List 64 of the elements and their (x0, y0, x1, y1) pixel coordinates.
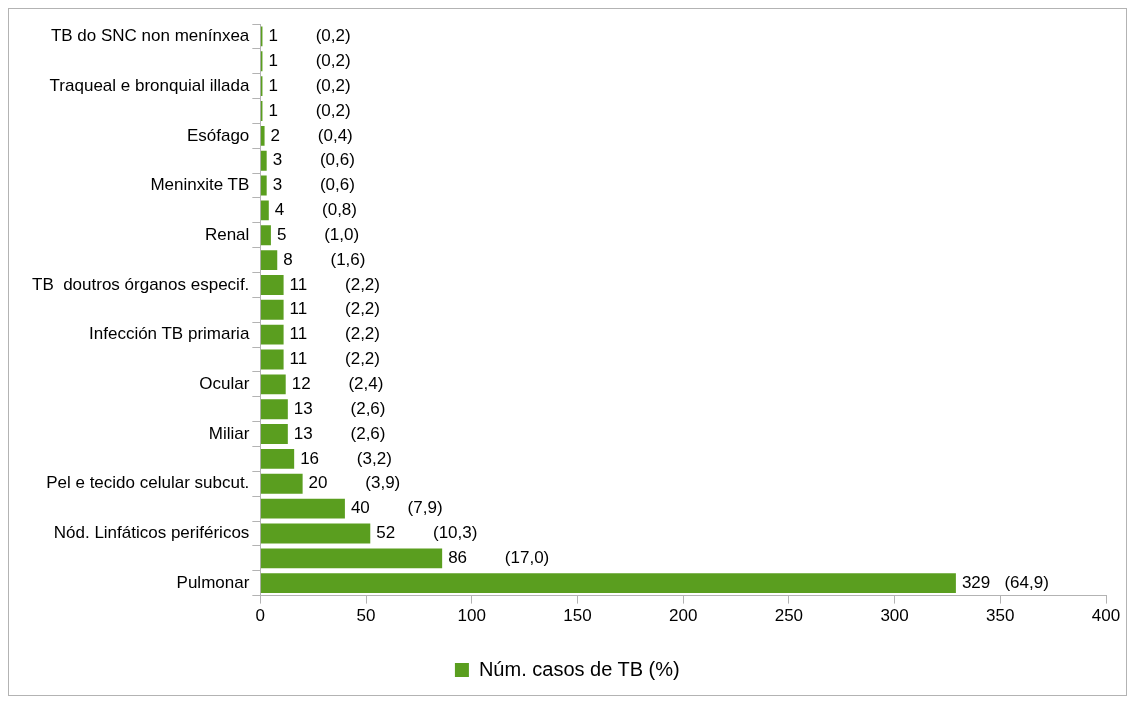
x-tick-label: 400 (1091, 606, 1121, 626)
data-label: 329 (64,9) (961, 572, 1049, 592)
bar (260, 175, 267, 196)
y-tick-label: Renal (204, 224, 250, 244)
y-tick-label: Ocular (199, 374, 250, 394)
y-tick-label: Miliar (208, 423, 250, 443)
data-label: 3 (0,6) (272, 150, 355, 170)
x-tick-label: 250 (774, 606, 804, 626)
data-label: 1 (0,2) (268, 50, 351, 70)
y-tick-label: Pulmonar (176, 572, 250, 592)
bar (260, 225, 271, 246)
data-label: 13 (2,6) (293, 423, 386, 443)
data-label: 11 (2,2) (289, 349, 380, 369)
bar (260, 523, 371, 544)
data-label: 40 (7,9) (350, 498, 443, 518)
legend-label: Núm. casos de TB (%) (478, 657, 680, 680)
y-tick-label: Infección TB primaria (89, 324, 250, 344)
data-label: 5 (1,0) (276, 224, 360, 244)
x-tick-label: 350 (986, 606, 1015, 626)
y-tick-label: TB doutros órganos especif. (32, 274, 250, 294)
data-label: 20 (3,9) (308, 473, 401, 493)
x-tick-label: 100 (457, 606, 486, 626)
bar (260, 399, 288, 420)
data-label: 52 (10,3) (376, 523, 478, 543)
data-label: 8 (1,6) (283, 249, 366, 269)
y-tick-label: Meninxite TB (150, 175, 250, 195)
data-label: 11 (2,2) (289, 274, 380, 294)
data-label: 13 (2,6) (293, 398, 386, 418)
data-label: 4 (0,8) (274, 200, 357, 220)
bar (260, 349, 284, 370)
data-label: 11 (2,2) (289, 324, 380, 344)
data-label: 2 (0,4) (270, 125, 353, 145)
bar (260, 498, 345, 519)
bar (260, 299, 284, 320)
bar (260, 250, 278, 271)
data-label: 1 (0,2) (268, 26, 351, 46)
data-label: 11 (2,2) (289, 299, 380, 319)
data-label: 86 (17,0) (448, 548, 550, 568)
y-tick-label: Esófago (186, 125, 250, 145)
data-label: 3 (0,6) (272, 175, 355, 195)
bar (260, 324, 284, 345)
bar (260, 200, 269, 221)
bar (260, 374, 286, 395)
bar (260, 573, 956, 594)
x-tick-label: 50 (356, 606, 376, 626)
x-tick-label: 300 (880, 606, 909, 626)
bar (260, 473, 303, 494)
bar (260, 424, 288, 444)
y-tick-label: TB do SNC non menínxea (50, 26, 250, 46)
y-tick-label: Traqueal e bronquial illada (49, 75, 250, 95)
bar (260, 275, 284, 295)
bar (260, 150, 267, 171)
data-label: 16 (3,2) (300, 448, 392, 468)
x-tick-label: 150 (563, 606, 592, 626)
data-label: 1 (0,2) (268, 100, 351, 120)
bar (260, 448, 295, 469)
y-tick-label: Nód. Linfáticos periféricos (53, 523, 250, 543)
y-tick-label: Pel e tecido celular subcut. (46, 473, 250, 493)
x-tick-label: 200 (668, 606, 698, 626)
bar (260, 125, 265, 146)
data-label: 1 (0,2) (268, 75, 351, 95)
x-tick-label: 0 (255, 606, 266, 626)
bar (260, 548, 443, 569)
data-label: 12 (2,4) (291, 374, 384, 394)
